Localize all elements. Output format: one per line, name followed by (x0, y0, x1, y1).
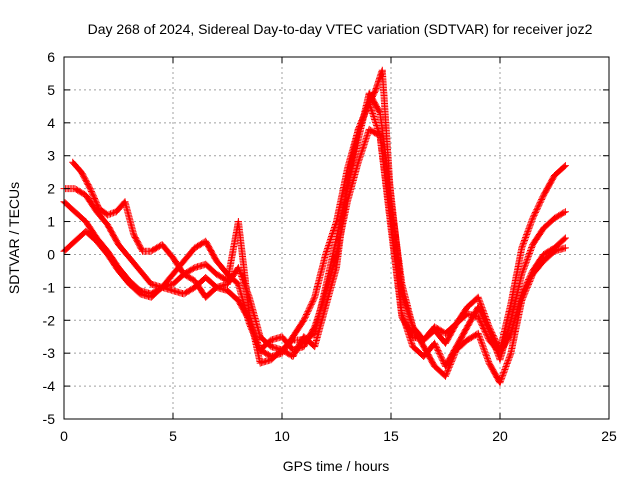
y-tick-label: 4 (47, 115, 55, 131)
x-tick-label: 5 (169, 428, 177, 444)
y-tick-label: 5 (47, 82, 55, 98)
y-tick-label: 3 (47, 148, 55, 164)
y-tick-label: 1 (47, 214, 55, 230)
x-tick-label: 25 (601, 428, 617, 444)
y-tick-label: 0 (47, 246, 55, 262)
y-tick-label: -1 (43, 279, 56, 295)
y-tick-label: -5 (43, 411, 56, 427)
y-tick-label: 6 (47, 49, 55, 65)
x-tick-label: 20 (492, 428, 508, 444)
x-tick-label: 10 (274, 428, 290, 444)
y-axis-label: SDTVAR / TECUs (6, 182, 22, 294)
x-tick-label: 15 (383, 428, 399, 444)
series-track-4 (69, 66, 569, 387)
y-tick-label: -2 (43, 312, 56, 328)
x-axis-label: GPS time / hours (283, 458, 390, 474)
chart-title: Day 268 of 2024, Sidereal Day-to-day VTE… (88, 21, 593, 37)
y-tick-label: -4 (43, 378, 56, 394)
plot-frame (63, 56, 610, 420)
x-tick-label: 0 (60, 428, 68, 444)
data-points (60, 66, 569, 387)
data-point-markers (69, 66, 569, 387)
axis-ticks (63, 56, 610, 420)
y-tick-label: -3 (43, 345, 56, 361)
y-tick-labels: -5 -4 -3 -2 -1 0 1 2 3 4 5 6 (43, 49, 56, 427)
y-tick-label: 2 (47, 181, 55, 197)
x-tick-labels: 0 5 10 15 20 25 (60, 428, 617, 444)
